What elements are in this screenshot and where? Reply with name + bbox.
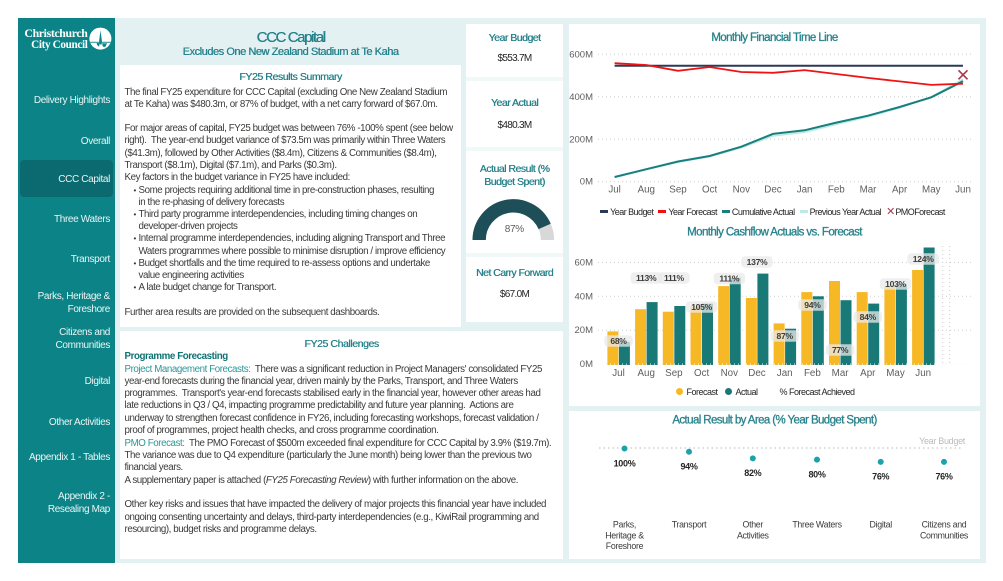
- svg-text:Jun: Jun: [915, 368, 931, 379]
- svg-text:Activities: Activities: [737, 530, 770, 540]
- svg-text:111%: 111%: [664, 273, 684, 283]
- svg-text:Jul: Jul: [612, 368, 625, 379]
- svg-text:137%: 137%: [747, 257, 768, 267]
- svg-text:87%: 87%: [505, 224, 525, 235]
- svg-text:Dec: Dec: [764, 185, 782, 196]
- svg-text:Actual Result by Area (% Year: Actual Result by Area (% Year Budget Spe…: [672, 415, 877, 427]
- svg-text:60M: 60M: [575, 257, 594, 268]
- svg-text:Oct: Oct: [702, 185, 718, 196]
- svg-text:124%: 124%: [913, 254, 934, 264]
- svg-text:May: May: [922, 185, 941, 196]
- svg-text:94%: 94%: [804, 300, 821, 310]
- svg-text:Feb: Feb: [804, 368, 821, 379]
- svg-text:Nov: Nov: [733, 185, 751, 196]
- svg-text:113%: 113%: [636, 273, 657, 283]
- svg-text:Dec: Dec: [748, 368, 766, 379]
- svg-text:City Council: City Council: [31, 39, 88, 51]
- svg-text:103%: 103%: [885, 279, 906, 289]
- svg-text:0M: 0M: [580, 359, 593, 370]
- svg-text:68%: 68%: [610, 336, 627, 346]
- svg-text:Heritage &: Heritage &: [605, 530, 644, 540]
- svg-text:40M: 40M: [575, 291, 594, 302]
- svg-text:Citizens and: Citizens and: [922, 520, 967, 530]
- svg-text:Nov: Nov: [721, 368, 739, 379]
- svg-text:Other: Other: [743, 520, 764, 530]
- svg-text:Aug: Aug: [637, 368, 654, 379]
- svg-text:200M: 200M: [569, 134, 593, 145]
- svg-text:Apr: Apr: [892, 185, 908, 196]
- svg-text:105%: 105%: [691, 302, 712, 312]
- svg-text:400M: 400M: [569, 92, 593, 103]
- svg-text:Foreshore: Foreshore: [606, 541, 644, 551]
- svg-text:Three Waters: Three Waters: [792, 520, 842, 530]
- svg-text:Transport: Transport: [672, 520, 707, 530]
- svg-text:Mar: Mar: [860, 185, 878, 196]
- svg-text:Digital: Digital: [870, 520, 893, 530]
- svg-text:80%: 80%: [808, 469, 825, 479]
- svg-text:600M: 600M: [569, 49, 593, 60]
- svg-text:Christchurch: Christchurch: [24, 26, 88, 40]
- svg-text:76%: 76%: [935, 472, 952, 482]
- svg-text:Mar: Mar: [832, 368, 850, 379]
- svg-text:Year Budget: Year Budget: [919, 436, 966, 446]
- svg-text:76%: 76%: [872, 472, 889, 482]
- svg-text:Feb: Feb: [828, 185, 845, 196]
- svg-text:Communities: Communities: [920, 530, 969, 540]
- svg-text:Jul: Jul: [608, 185, 621, 196]
- svg-text:111%: 111%: [719, 274, 739, 284]
- svg-text:77%: 77%: [832, 345, 849, 355]
- svg-text:94%: 94%: [680, 462, 697, 472]
- svg-text:84%: 84%: [860, 312, 877, 322]
- svg-text:Sep: Sep: [665, 368, 683, 379]
- svg-text:Parks,: Parks,: [613, 520, 636, 530]
- svg-text:20M: 20M: [575, 325, 594, 336]
- svg-text:Oct: Oct: [694, 368, 710, 379]
- svg-text:87%: 87%: [777, 331, 794, 341]
- svg-text:0M: 0M: [580, 177, 593, 188]
- svg-text:100%: 100%: [614, 458, 636, 468]
- svg-text:Aug: Aug: [638, 185, 655, 196]
- svg-text:Jan: Jan: [777, 368, 793, 379]
- svg-text:Sep: Sep: [669, 185, 687, 196]
- svg-text:Jun: Jun: [955, 185, 971, 196]
- svg-text:82%: 82%: [744, 468, 761, 478]
- svg-text:Monthly Cashflow Actuals vs. F: Monthly Cashflow Actuals vs. Forecast: [687, 227, 863, 239]
- svg-text:May: May: [886, 368, 905, 379]
- svg-text:Apr: Apr: [860, 368, 876, 379]
- svg-text:Jan: Jan: [797, 185, 813, 196]
- svg-text:Monthly Financial Time Line: Monthly Financial Time Line: [711, 32, 838, 44]
